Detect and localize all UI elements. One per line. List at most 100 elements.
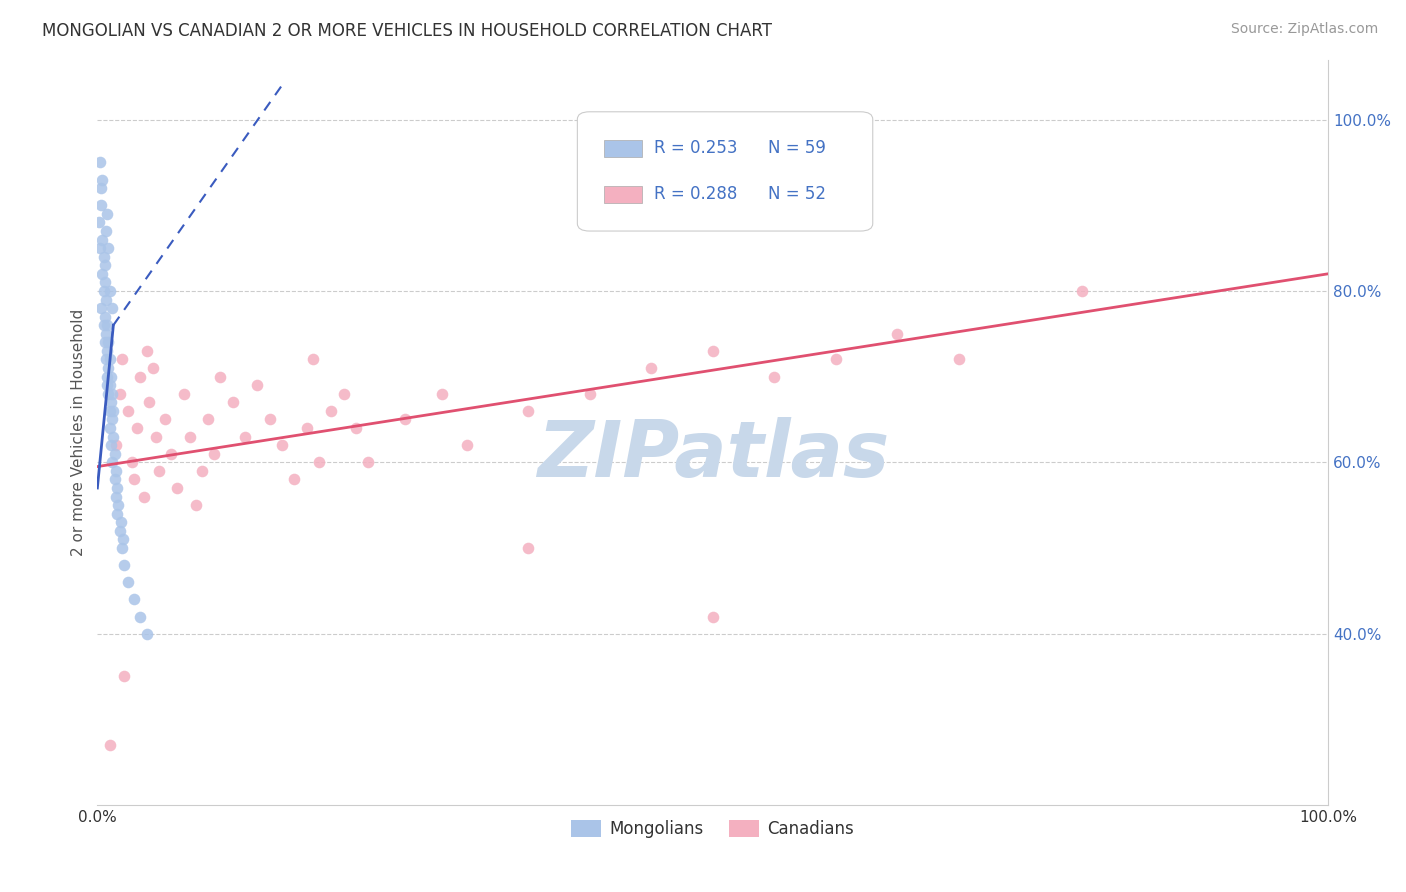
- Point: [96, 343, 118, 358]
- Point: [101, 412, 124, 426]
- Point: [824, 352, 846, 367]
- Point: [111, 352, 134, 367]
- Point: [321, 404, 343, 418]
- Point: [91, 233, 114, 247]
- Point: [98, 421, 121, 435]
- Text: N = 59: N = 59: [768, 139, 825, 158]
- Point: [93, 258, 115, 272]
- Point: [135, 343, 157, 358]
- Point: [394, 412, 416, 426]
- Point: [100, 395, 122, 409]
- Point: [89, 241, 111, 255]
- Point: [124, 592, 146, 607]
- Point: [100, 438, 122, 452]
- Point: [166, 481, 188, 495]
- Point: [160, 447, 183, 461]
- Text: ZIPatlas: ZIPatlas: [537, 417, 889, 492]
- Point: [125, 421, 148, 435]
- Point: [103, 472, 125, 486]
- Text: R = 0.253: R = 0.253: [654, 139, 737, 158]
- Point: [222, 395, 245, 409]
- Point: [101, 301, 124, 315]
- Point: [94, 352, 117, 367]
- Point: [456, 438, 478, 452]
- Point: [104, 464, 127, 478]
- Point: [148, 464, 170, 478]
- Point: [517, 404, 540, 418]
- Point: [112, 558, 135, 573]
- Point: [246, 378, 269, 392]
- Point: [98, 738, 121, 752]
- Point: [134, 490, 156, 504]
- Point: [98, 404, 121, 418]
- Point: [105, 481, 128, 495]
- Point: [124, 472, 146, 486]
- Point: [344, 421, 367, 435]
- Point: [121, 455, 143, 469]
- Point: [96, 378, 118, 392]
- Point: [103, 429, 125, 443]
- Point: [517, 541, 540, 555]
- Point: [96, 369, 118, 384]
- Point: [129, 369, 152, 384]
- Point: [98, 352, 121, 367]
- Point: [578, 386, 600, 401]
- Point: [110, 516, 132, 530]
- Point: [117, 404, 139, 418]
- Point: [145, 429, 167, 443]
- Point: [430, 386, 453, 401]
- FancyBboxPatch shape: [578, 112, 873, 231]
- Point: [91, 172, 114, 186]
- Point: [103, 404, 125, 418]
- Point: [97, 361, 120, 376]
- Point: [202, 447, 225, 461]
- Text: N = 52: N = 52: [768, 186, 827, 203]
- Point: [93, 284, 115, 298]
- Point: [135, 626, 157, 640]
- Bar: [605, 140, 643, 157]
- Point: [93, 310, 115, 324]
- Point: [100, 369, 122, 384]
- Point: [97, 335, 120, 350]
- Point: [94, 224, 117, 238]
- Point: [283, 472, 305, 486]
- Point: [191, 464, 214, 478]
- Point: [97, 241, 120, 255]
- Point: [94, 326, 117, 341]
- Point: [93, 318, 115, 333]
- Point: [98, 284, 121, 298]
- Point: [948, 352, 970, 367]
- Bar: [605, 186, 643, 202]
- Point: [93, 335, 115, 350]
- Point: [153, 412, 176, 426]
- Point: [96, 318, 118, 333]
- Point: [90, 181, 112, 195]
- Text: R = 0.288: R = 0.288: [654, 186, 737, 203]
- Point: [197, 412, 219, 426]
- Point: [97, 386, 120, 401]
- Point: [104, 438, 127, 452]
- Point: [1071, 284, 1094, 298]
- Point: [94, 293, 117, 307]
- Point: [179, 429, 201, 443]
- Text: MONGOLIAN VS CANADIAN 2 OR MORE VEHICLES IN HOUSEHOLD CORRELATION CHART: MONGOLIAN VS CANADIAN 2 OR MORE VEHICLES…: [42, 22, 772, 40]
- Point: [763, 369, 786, 384]
- Y-axis label: 2 or more Vehicles in Household: 2 or more Vehicles in Household: [72, 309, 86, 556]
- Point: [138, 395, 160, 409]
- Point: [112, 533, 135, 547]
- Point: [103, 447, 125, 461]
- Point: [209, 369, 232, 384]
- Point: [308, 455, 330, 469]
- Point: [101, 386, 124, 401]
- Point: [295, 421, 318, 435]
- Point: [233, 429, 256, 443]
- Text: Source: ZipAtlas.com: Source: ZipAtlas.com: [1230, 22, 1378, 37]
- Point: [93, 276, 115, 290]
- Point: [112, 669, 135, 683]
- Point: [702, 609, 724, 624]
- Point: [332, 386, 354, 401]
- Point: [107, 498, 129, 512]
- Point: [111, 541, 134, 555]
- Point: [90, 198, 112, 212]
- Point: [91, 267, 114, 281]
